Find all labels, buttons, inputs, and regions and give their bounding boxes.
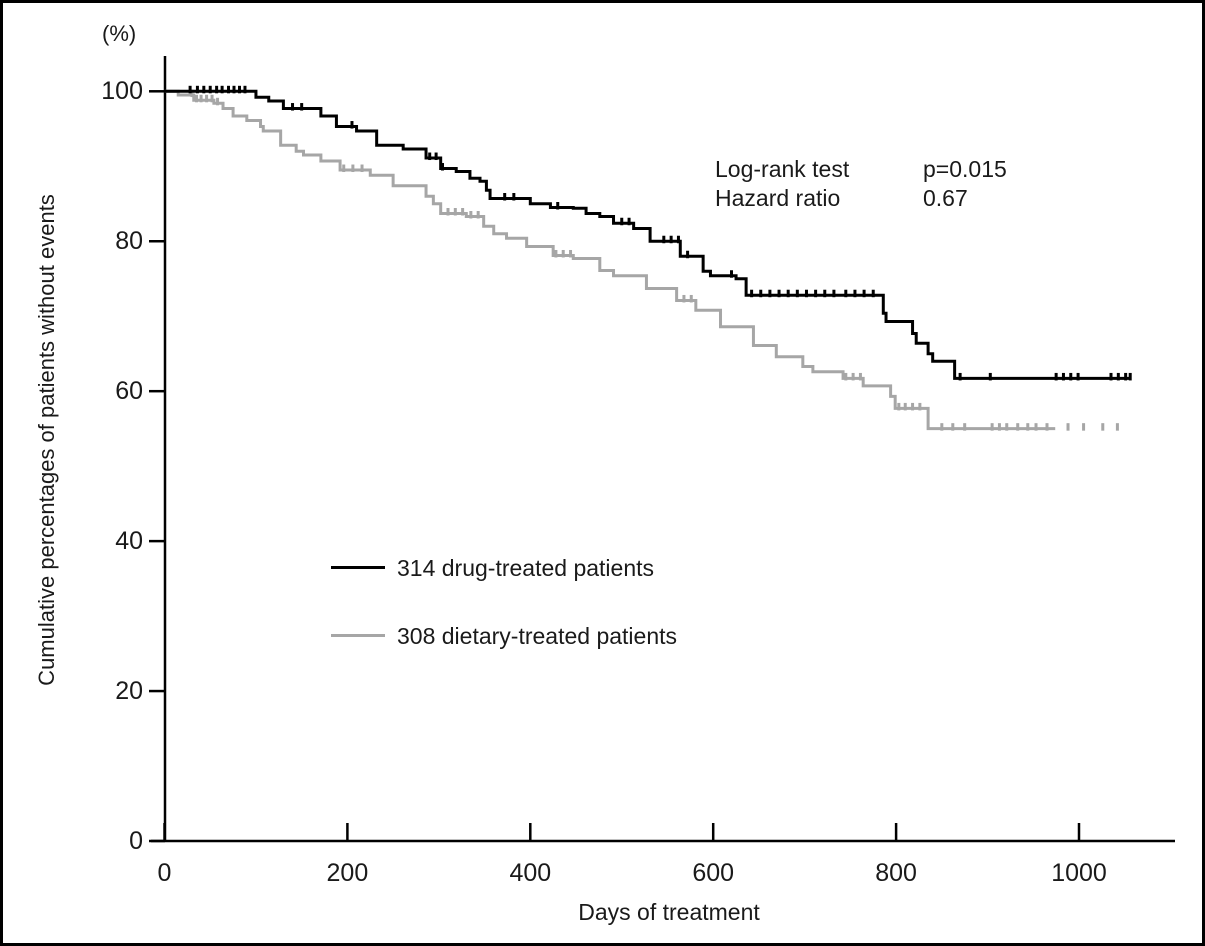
x-tick-label: 0 xyxy=(157,859,172,887)
x-tick-label: 200 xyxy=(326,859,369,887)
y-tick-label: 20 xyxy=(115,677,143,706)
x-tick-label: 600 xyxy=(692,859,735,887)
hazard-ratio-label: Hazard ratio xyxy=(715,185,841,211)
x-tick-label: 400 xyxy=(509,859,552,887)
y-tick-label: 80 xyxy=(115,227,143,256)
legend-line-drug-treated xyxy=(331,566,385,569)
logrank-label: Log-rank test xyxy=(715,156,850,182)
stats-annotation: Log-rank test p=0.015 Hazard ratio 0.67 xyxy=(715,156,1007,212)
legend-label-dietary-treated: 308 dietary-treated patients xyxy=(397,623,678,649)
y-axis-title: Cumulative percentages of patients witho… xyxy=(34,194,59,686)
legend-line-dietary-treated xyxy=(331,634,385,637)
km-chart-canvas xyxy=(149,56,1175,843)
y-tick-label: 0 xyxy=(129,827,143,855)
legend-label-drug-treated: 314 drug-treated patients xyxy=(397,555,655,581)
y-tick-label: 40 xyxy=(115,527,143,556)
logrank-value: p=0.015 xyxy=(923,156,1007,182)
x-tick-label: 800 xyxy=(875,859,917,887)
y-tick-label: 100 xyxy=(101,77,143,106)
hazard-ratio-value: 0.67 xyxy=(923,185,968,211)
x-tick-label: 1000 xyxy=(1051,859,1107,887)
y-axis-unit-label: (%) xyxy=(102,21,137,46)
y-tick-label: 60 xyxy=(115,377,143,406)
x-axis-title: Days of treatment xyxy=(578,899,760,925)
